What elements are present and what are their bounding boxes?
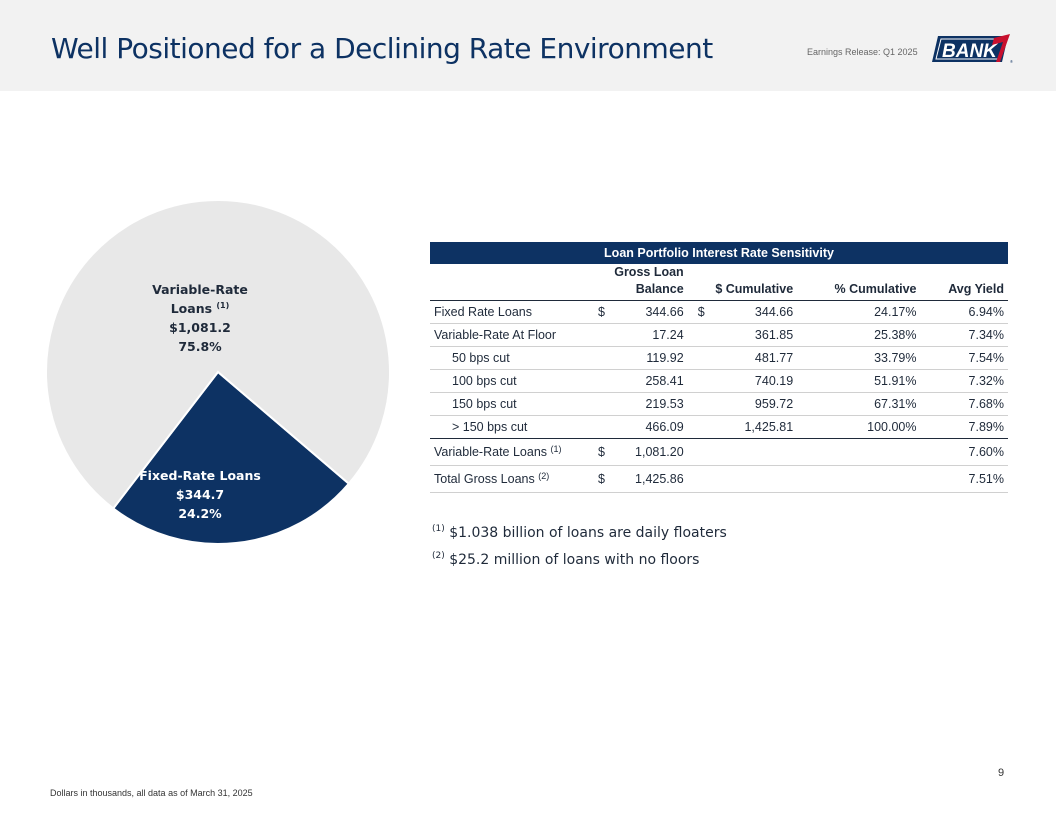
pct-cumulative-cell: 51.91% <box>797 369 921 393</box>
currency-sign <box>588 369 610 393</box>
row-label: Fixed Rate Loans <box>430 300 588 324</box>
svg-text:®: ® <box>1010 59 1013 64</box>
currency-sign: $ <box>588 438 610 466</box>
table-total-row: Variable-Rate Loans (1) $1,081.20 7.60% <box>430 438 1008 466</box>
table-total-row: Total Gross Loans (2) $1,425.86 7.51% <box>430 465 1008 493</box>
fixed-rate-slice-label: Fixed-Rate Loans $344.7 24.2% <box>130 466 270 523</box>
currency-sign <box>588 323 610 347</box>
avg-yield-cell: 7.32% <box>920 369 1008 393</box>
balance-cell: 466.09 <box>610 415 688 439</box>
avg-yield-cell: 7.34% <box>920 323 1008 347</box>
currency-sign: $ <box>588 300 610 324</box>
avg-yield-cell: 7.68% <box>920 392 1008 416</box>
row-label: 100 bps cut <box>430 369 588 393</box>
avg-yield-cell: 7.60% <box>920 438 1008 466</box>
currency-sign <box>687 346 710 370</box>
balance-cell: 344.66 <box>610 300 688 324</box>
variable-rate-name: Variable-Rate Loans (1) <box>152 282 248 316</box>
row-label: Total Gross Loans (2) <box>430 465 588 493</box>
currency-sign: $ <box>588 465 610 493</box>
bank7-logo: BANK ® <box>932 34 1013 64</box>
variable-rate-slice-label: Variable-Rate Loans (1) $1,081.2 75.8% <box>140 280 260 356</box>
row-label: 150 bps cut <box>430 392 588 416</box>
currency-sign <box>588 415 610 439</box>
table-row: Fixed Rate Loans $344.66 $344.66 24.17% 6.94… <box>430 300 1008 324</box>
pct-cumulative-cell: 67.31% <box>797 392 921 416</box>
row-label: 50 bps cut <box>430 346 588 370</box>
avg-yield-cell: 7.54% <box>920 346 1008 370</box>
col-header-cumulative: $ Cumulative <box>687 264 798 301</box>
col-header-avg-yield: Avg Yield <box>920 264 1008 301</box>
cumulative-cell: 740.19 <box>709 369 798 393</box>
page-title: Well Positioned for a Declining Rate Env… <box>51 32 713 65</box>
page-number: 9 <box>998 767 1005 779</box>
footnote-1: (1) $1.038 billion of loans are daily fl… <box>432 524 727 542</box>
loan-mix-pie-chart <box>46 199 391 545</box>
balance-cell: 1,081.20 <box>610 438 688 466</box>
pct-cumulative-cell: 100.00% <box>797 415 921 439</box>
row-label: Variable-Rate Loans (1) <box>430 438 588 466</box>
currency-sign <box>588 346 610 370</box>
balance-cell: 1,425.86 <box>610 465 688 493</box>
table-title: Loan Portfolio Interest Rate Sensitivity <box>430 242 1008 264</box>
currency-sign <box>687 415 710 439</box>
currency-sign <box>687 392 710 416</box>
svg-text:BANK: BANK <box>942 41 998 62</box>
slide-header: Well Positioned for a Declining Rate Env… <box>0 0 1056 91</box>
variable-rate-percent: 75.8% <box>178 339 222 354</box>
rate-sensitivity-table: Loan Portfolio Interest Rate Sensitivity… <box>430 242 1008 493</box>
fixed-rate-percent: 24.2% <box>178 506 222 521</box>
row-label: > 150 bps cut <box>430 415 588 439</box>
table-row: 150 bps cut 219.53 959.72 67.31% 7.68% <box>430 392 1008 416</box>
balance-cell: 17.24 <box>610 323 688 347</box>
footnote-2: (2) $25.2 million of loans with no floor… <box>432 551 700 569</box>
table-header-row: Gross Loan Balance $ Cumulative % Cumulat… <box>430 264 1008 301</box>
balance-cell: 119.92 <box>610 346 688 370</box>
footnotes: (1) $1.038 billion of loans are daily fl… <box>432 520 727 574</box>
fixed-rate-name: Fixed-Rate Loans <box>139 468 261 483</box>
currency-sign <box>588 392 610 416</box>
footer-note: Dollars in thousands, all data as of Mar… <box>50 788 253 798</box>
variable-rate-value: $1,081.2 <box>169 320 231 335</box>
cumulative-cell: 361.85 <box>709 323 798 347</box>
avg-yield-cell: 7.89% <box>920 415 1008 439</box>
avg-yield-cell: 6.94% <box>920 300 1008 324</box>
fixed-rate-value: $344.7 <box>175 487 225 502</box>
col-header-balance: Gross Loan Balance <box>588 264 688 301</box>
table-row: 50 bps cut 119.92 481.77 33.79% 7.54% <box>430 346 1008 370</box>
balance-cell: 258.41 <box>610 369 688 393</box>
cumulative-cell: 481.77 <box>709 346 798 370</box>
table-row: 100 bps cut 258.41 740.19 51.91% 7.32% <box>430 369 1008 393</box>
pie-slice-variable-rate <box>46 199 391 510</box>
pie-slice-fixed-rate <box>111 370 351 545</box>
currency-sign <box>687 323 710 347</box>
variable-rate-footnote-mark: (1) <box>216 301 230 310</box>
currency-sign <box>687 369 710 393</box>
cumulative-cell: 1,425.81 <box>709 415 798 439</box>
table-row: > 150 bps cut 466.09 1,425.81 100.00% 7.89% <box>430 415 1008 439</box>
currency-sign: $ <box>687 300 710 324</box>
pct-cumulative-cell: 25.38% <box>797 323 921 347</box>
row-label: Variable-Rate At Floor <box>430 323 588 347</box>
col-header-pct-cumulative: % Cumulative <box>797 264 921 301</box>
earnings-release-label: Earnings Release: Q1 2025 <box>807 47 918 57</box>
balance-cell: 219.53 <box>610 392 688 416</box>
avg-yield-cell: 7.51% <box>920 465 1008 493</box>
cumulative-cell: 959.72 <box>709 392 798 416</box>
pct-cumulative-cell: 24.17% <box>797 300 921 324</box>
cumulative-cell: 344.66 <box>709 300 798 324</box>
table-row: Variable-Rate At Floor 17.24 361.85 25.38% 7… <box>430 323 1008 347</box>
pct-cumulative-cell: 33.79% <box>797 346 921 370</box>
